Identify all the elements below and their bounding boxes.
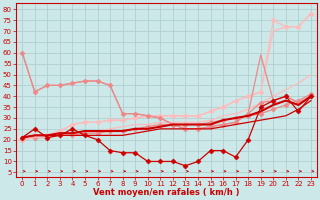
- X-axis label: Vent moyen/en rafales ( km/h ): Vent moyen/en rafales ( km/h ): [93, 188, 240, 197]
